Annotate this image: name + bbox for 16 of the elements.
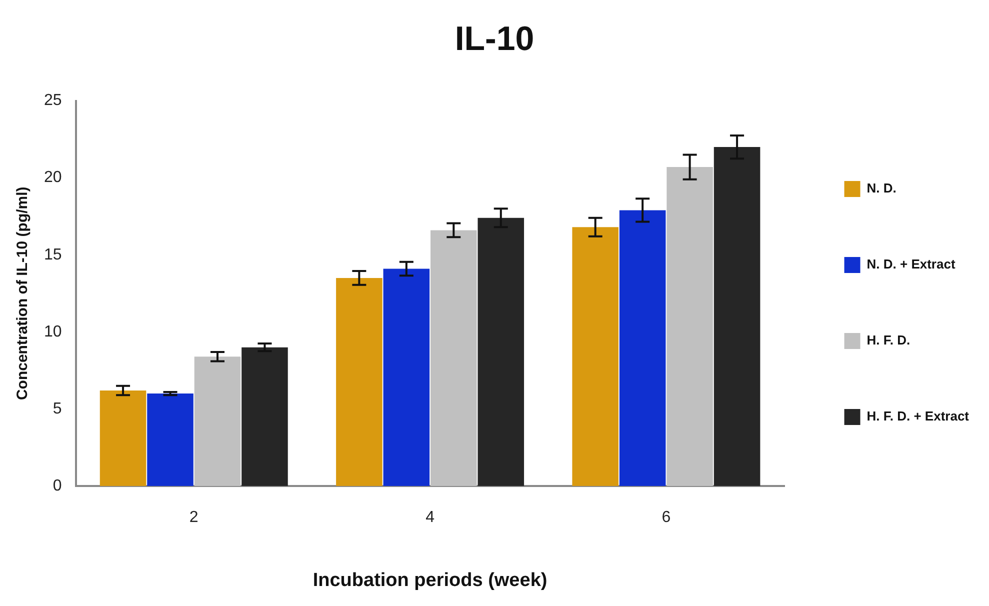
- x-tick-label: 2: [189, 509, 198, 526]
- y-tick-label: 15: [44, 246, 62, 264]
- x-tick-label: 6: [662, 509, 671, 526]
- legend-label: N. D. + Extract: [866, 256, 956, 272]
- y-tick-label: 25: [44, 92, 62, 110]
- y-tick-label: 5: [52, 400, 62, 418]
- legend-label: H. F. D.: [866, 332, 910, 348]
- chart-title: IL-10: [454, 20, 534, 58]
- x-tick-label: 4: [426, 509, 435, 526]
- x-axis-title: Incubation periods (week): [312, 570, 548, 591]
- y-axis-title: Concentration of IL-10 (pg/ml): [14, 186, 32, 400]
- y-tick-label: 20: [44, 169, 62, 186]
- y-tick-label: 0: [52, 477, 62, 494]
- legend-label: N. D.: [866, 180, 896, 196]
- y-tick-label: 10: [44, 323, 62, 340]
- legend-label: H. F. D. + Extract: [866, 408, 970, 424]
